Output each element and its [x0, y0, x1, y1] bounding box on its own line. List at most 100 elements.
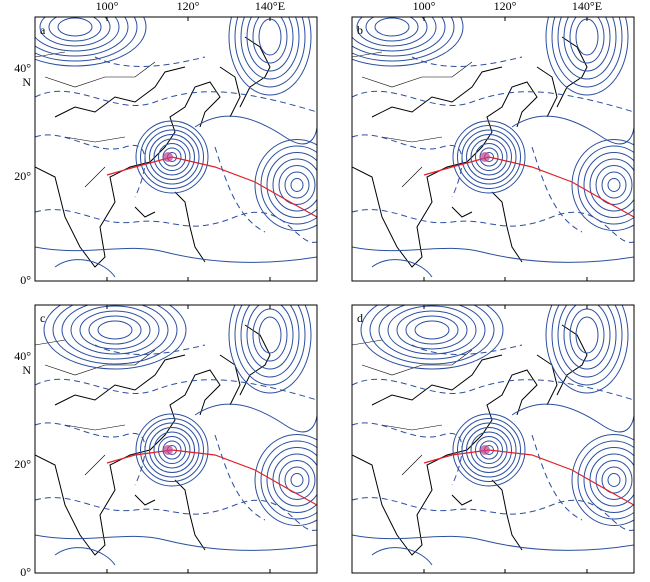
contour: [88, 315, 142, 345]
typhoon-center: [480, 445, 490, 455]
contour: [48, 17, 102, 42]
contour: [39, 17, 111, 47]
contour: [595, 460, 633, 500]
contour: [571, 434, 634, 526]
contour: [35, 134, 146, 198]
contour: [284, 171, 310, 199]
contour: [551, 305, 623, 386]
contour: [371, 547, 433, 566]
panel-content: [352, 305, 634, 566]
typhoon-contour: [457, 125, 521, 189]
typhoon-contour: [461, 129, 517, 185]
contour: [387, 305, 477, 355]
longitude-label: 140°E: [572, 0, 602, 13]
contour: [258, 18, 282, 56]
contour: [272, 158, 317, 212]
contour: [411, 56, 523, 67]
border: [352, 339, 473, 476]
longitude-label: 120°: [177, 0, 200, 13]
panel-content: [35, 17, 317, 278]
panel-frame: [34, 304, 318, 574]
contour: [35, 17, 129, 57]
contour: [246, 17, 294, 72]
typhoon-contour: [149, 427, 195, 473]
contour: [240, 305, 300, 378]
contour: [414, 320, 450, 340]
contour: [545, 305, 629, 394]
contour: [352, 17, 446, 57]
contour: [352, 90, 634, 113]
longitude-label: 100°: [96, 0, 119, 13]
map-panel: c 40°N 20° 0°: [14, 304, 318, 579]
latitude-label: N: [22, 75, 31, 89]
contour: [246, 305, 294, 370]
contour: [378, 305, 486, 360]
contour: [607, 178, 621, 192]
contour: [352, 246, 634, 263]
border: [35, 339, 156, 476]
border: [352, 51, 473, 188]
typhoon-contour: [158, 436, 186, 464]
map-panel: b 100° 120° 140°E: [351, 0, 635, 282]
contour: [54, 259, 116, 278]
contour: [234, 305, 306, 386]
typhoon-contour: [158, 143, 186, 171]
contour: [61, 305, 169, 360]
contour: [595, 165, 633, 205]
contour: [607, 473, 621, 487]
longitude-label: 120°: [494, 0, 517, 13]
panel-content: [35, 305, 317, 566]
typhoon-contour: [457, 418, 521, 482]
contour: [531, 434, 583, 521]
contour: [352, 422, 463, 486]
contour: [531, 146, 583, 233]
contour: [601, 466, 627, 494]
contour: [194, 115, 317, 145]
contour: [52, 305, 178, 365]
contour: [365, 17, 419, 42]
contour: [35, 378, 317, 401]
contour: [79, 310, 151, 350]
typhoon-contour: [135, 413, 209, 487]
panel-label: a: [40, 23, 46, 37]
contour: [352, 17, 455, 62]
contour: [214, 146, 266, 233]
contour: [511, 403, 634, 433]
contour: [601, 171, 627, 199]
typhoon-contour: [475, 436, 503, 464]
latitude-label: 0°: [20, 565, 31, 579]
panel-label: d: [357, 311, 363, 325]
typhoon-contour: [466, 134, 512, 180]
contour: [54, 547, 116, 566]
contour: [35, 17, 138, 62]
contour: [278, 460, 316, 500]
map-panel: a 100° 120° 140°E 40°N 20° 0°: [14, 0, 318, 287]
contour: [352, 497, 634, 531]
panel-label: b: [357, 23, 363, 37]
contour: [352, 17, 437, 52]
contour: [234, 17, 306, 88]
typhoon-contour: [452, 120, 526, 194]
typhoon-track: [106, 156, 317, 218]
contour: [551, 17, 623, 88]
typhoon-center: [163, 445, 173, 455]
typhoon-track: [106, 449, 317, 506]
contour: [563, 17, 611, 72]
latitude-label: 20°: [14, 457, 31, 471]
typhoon-contour: [470, 431, 508, 469]
contour: [278, 165, 316, 205]
contour: [563, 305, 611, 370]
contour: [260, 440, 317, 520]
contour: [284, 466, 310, 494]
border: [35, 51, 156, 188]
contour: [228, 17, 312, 96]
coastline: [35, 324, 271, 556]
contour: [575, 18, 599, 56]
contour: [557, 17, 617, 80]
contour: [290, 178, 304, 192]
contour: [272, 453, 317, 507]
typhoon-track: [423, 449, 634, 506]
typhoon-contour: [140, 125, 204, 189]
contour: [575, 316, 599, 354]
